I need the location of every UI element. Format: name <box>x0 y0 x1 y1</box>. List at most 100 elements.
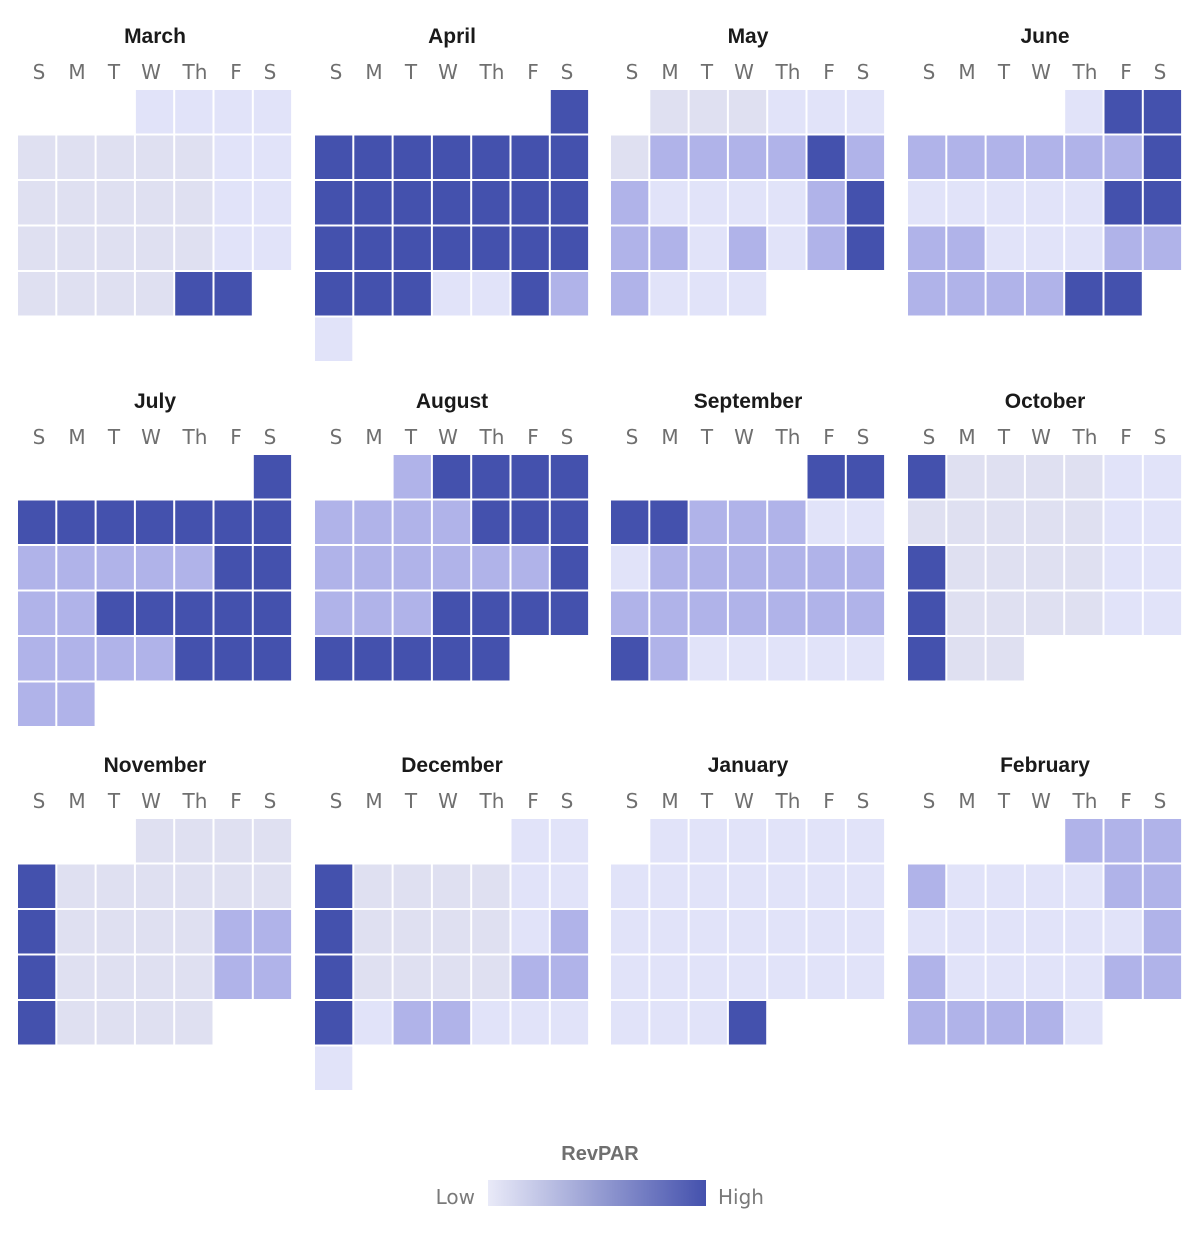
day-cell <box>472 1001 510 1045</box>
day-cell <box>1104 181 1142 225</box>
day-cell <box>947 181 985 225</box>
day-cell <box>135 637 174 681</box>
weekday-label: S <box>330 60 343 84</box>
month-title: June <box>1020 25 1069 48</box>
day-cell <box>611 181 649 225</box>
day-cell <box>1065 455 1103 499</box>
day-cell <box>1025 135 1064 179</box>
day-cell <box>650 135 688 179</box>
day-cell <box>135 864 174 908</box>
day-cell <box>511 864 549 908</box>
day-cell <box>354 591 392 635</box>
day-cell <box>253 226 292 270</box>
weekday-label: S <box>857 789 870 813</box>
day-cell <box>807 500 845 544</box>
day-cell <box>253 591 292 635</box>
day-cell <box>18 546 56 590</box>
day-cell <box>511 226 549 270</box>
day-cell <box>18 272 56 316</box>
day-cell <box>908 637 946 681</box>
weekday-label: Th <box>479 425 505 449</box>
day-cell <box>354 181 392 225</box>
day-cell <box>432 910 471 954</box>
weekday-label: M <box>365 789 382 813</box>
day-cell <box>96 591 134 635</box>
day-cell <box>807 181 845 225</box>
day-cell <box>315 546 353 590</box>
day-cell <box>768 864 806 908</box>
weekday-label: S <box>923 60 936 84</box>
weekday-label: Th <box>1072 425 1098 449</box>
day-cell <box>214 546 252 590</box>
weekday-label: S <box>33 425 46 449</box>
weekday-label: S <box>33 789 46 813</box>
weekday-label: W <box>438 789 458 813</box>
day-cell <box>611 955 649 999</box>
weekday-label: S <box>561 60 574 84</box>
day-cell <box>253 500 292 544</box>
day-cell <box>768 500 806 544</box>
weekday-label: S <box>626 425 639 449</box>
day-cell <box>1025 864 1064 908</box>
day-cell <box>214 819 252 863</box>
day-cell <box>550 135 589 179</box>
day-cell <box>1025 181 1064 225</box>
day-cell <box>689 637 727 681</box>
day-cell <box>908 910 946 954</box>
day-cell <box>57 910 95 954</box>
day-cell <box>1065 90 1103 134</box>
day-cell <box>472 181 510 225</box>
day-cell <box>650 591 688 635</box>
day-cell <box>18 864 56 908</box>
day-cell <box>393 181 431 225</box>
month-title: December <box>401 754 503 777</box>
day-cell <box>214 955 252 999</box>
day-cell <box>57 637 95 681</box>
weekday-label: S <box>330 789 343 813</box>
weekday-label: F <box>230 789 242 813</box>
day-cell <box>511 272 549 316</box>
day-cell <box>947 591 985 635</box>
weekday-label: Th <box>182 789 208 813</box>
day-cell <box>550 910 589 954</box>
day-cell <box>96 181 134 225</box>
day-cell <box>393 455 431 499</box>
day-cell <box>393 272 431 316</box>
day-cell <box>550 546 589 590</box>
day-cell <box>214 910 252 954</box>
day-cell <box>550 455 589 499</box>
month-title: January <box>708 754 789 777</box>
day-cell <box>986 135 1024 179</box>
month-title: April <box>428 25 476 48</box>
day-cell <box>611 1001 649 1045</box>
day-cell <box>908 546 946 590</box>
day-cell <box>135 955 174 999</box>
day-cell <box>550 90 589 134</box>
day-cell <box>18 135 56 179</box>
weekday-label: W <box>1031 789 1051 813</box>
day-cell <box>1025 591 1064 635</box>
day-cell <box>807 819 845 863</box>
weekday-label: F <box>527 60 539 84</box>
day-cell <box>354 226 392 270</box>
month-title: February <box>1000 754 1090 777</box>
day-cell <box>135 272 174 316</box>
day-cell <box>689 910 727 954</box>
day-cell <box>689 591 727 635</box>
day-cell <box>472 135 510 179</box>
day-cell <box>728 181 767 225</box>
day-cell <box>650 226 688 270</box>
day-cell <box>432 955 471 999</box>
day-cell <box>550 955 589 999</box>
day-cell <box>807 90 845 134</box>
day-cell <box>393 135 431 179</box>
day-cell <box>135 135 174 179</box>
day-cell <box>315 1046 353 1090</box>
day-cell <box>253 955 292 999</box>
day-cell <box>986 591 1024 635</box>
day-cell <box>214 637 252 681</box>
day-cell <box>135 819 174 863</box>
day-cell <box>807 546 845 590</box>
